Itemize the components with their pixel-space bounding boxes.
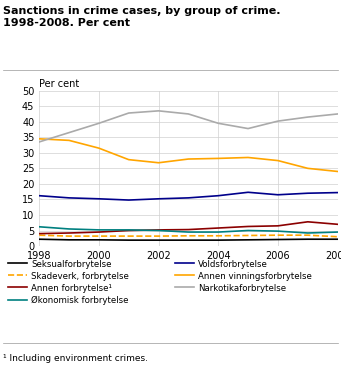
Text: ¹ Including environment crimes.: ¹ Including environment crimes. xyxy=(3,354,148,363)
Text: Per cent: Per cent xyxy=(39,79,79,89)
Legend: Voldsforbrytelse, Annen vinningsforbrytelse, Narkotikaforbrytelse: Voldsforbrytelse, Annen vinningsforbryte… xyxy=(175,260,312,293)
Legend: Seksualforbrytelse, Skadeverk, forbrytelse, Annen forbrytelse¹, Økonomisk forbry: Seksualforbrytelse, Skadeverk, forbrytel… xyxy=(8,260,129,305)
Text: Sanctions in crime cases, by group of crime.
1998-2008. Per cent: Sanctions in crime cases, by group of cr… xyxy=(3,6,281,28)
